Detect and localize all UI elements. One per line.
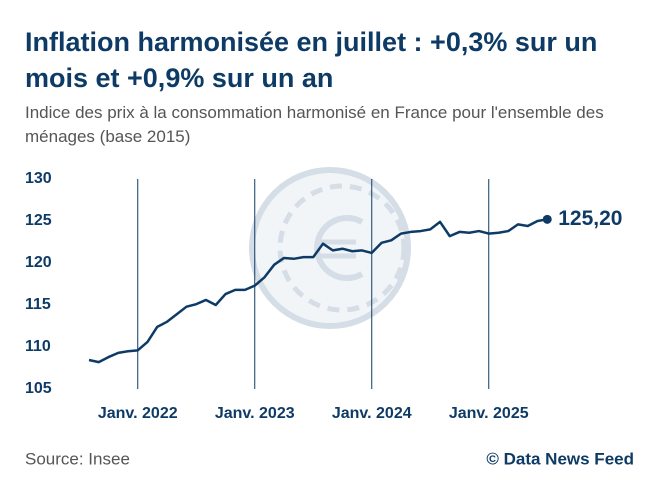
source: Source: Insee bbox=[25, 449, 130, 468]
y-tick-label: 110 bbox=[25, 338, 51, 355]
end-dot bbox=[542, 214, 552, 224]
x-tick-label: Janv. 2023 bbox=[215, 405, 295, 422]
title: Inflation harmonisée en juillet : +0,3% … bbox=[25, 27, 598, 93]
x-tick-label: Janv. 2024 bbox=[332, 405, 412, 422]
line bbox=[88, 218, 548, 364]
y-tick-label: 120 bbox=[25, 254, 52, 271]
y-tick-label: 105 bbox=[25, 380, 52, 397]
y-tick-label: 130 bbox=[25, 170, 52, 187]
y-tick-label: 125 bbox=[25, 212, 52, 229]
value-label: 125,20 bbox=[558, 207, 622, 230]
y-tick-label: 115 bbox=[25, 296, 51, 313]
x-tick-label: Janv. 2025 bbox=[449, 405, 529, 422]
subtitle: Indice des prix à la consommation harmon… bbox=[25, 103, 604, 146]
credit: © Data News Feed bbox=[486, 449, 634, 468]
x-tick-label: Janv. 2022 bbox=[98, 405, 178, 422]
